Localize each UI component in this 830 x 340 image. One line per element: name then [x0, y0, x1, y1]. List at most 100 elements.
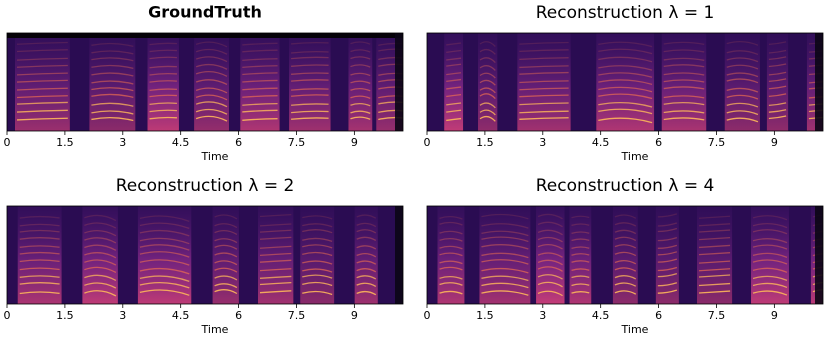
x-tick-label: 1.5 — [476, 136, 494, 149]
spectrogram-texture — [537, 281, 563, 288]
spectrogram — [427, 206, 823, 304]
spectrogram-texture — [481, 213, 529, 220]
spectrogram-texture — [768, 71, 787, 76]
spectrogram-texture — [289, 33, 331, 131]
spectrogram-texture — [808, 109, 823, 113]
spectrogram-texture — [214, 244, 238, 250]
spectrogram-texture — [195, 56, 228, 63]
spectrogram-texture — [698, 268, 731, 272]
spectrogram-texture — [84, 229, 117, 237]
spectrogram-texture — [657, 227, 678, 233]
spectrogram-texture — [663, 117, 705, 121]
spectrogram-texture — [291, 56, 329, 60]
spectrogram-texture — [752, 275, 788, 281]
spectrogram-texture — [479, 93, 496, 100]
spectrogram-texture — [84, 266, 117, 274]
spectrogram-texture — [195, 79, 228, 86]
spectrogram-texture — [291, 79, 329, 82]
spectrogram-texture — [519, 87, 569, 91]
spectrogram-texture — [19, 251, 60, 255]
spectrogram-texture — [752, 229, 788, 235]
spectrogram — [427, 33, 823, 131]
spectrogram-texture — [598, 117, 653, 124]
spectrogram-texture — [19, 275, 60, 278]
spectrogram-texture — [663, 79, 705, 83]
spectrogram-texture — [19, 237, 60, 240]
spectrogram-texture — [571, 253, 590, 256]
spectrogram-texture — [519, 117, 569, 120]
spectrogram-texture — [768, 93, 787, 98]
spectrogram-texture — [479, 87, 496, 94]
spectrogram-texture — [139, 289, 190, 296]
spectrogram-texture — [571, 215, 590, 219]
spectrogram-texture — [16, 109, 68, 113]
spectrogram-texture — [571, 238, 590, 242]
spectrogram-texture — [479, 109, 496, 116]
spectrogram-texture — [657, 222, 678, 227]
spectrogram-texture — [726, 102, 759, 108]
spectrogram-texture — [657, 272, 678, 278]
spectrogram-texture — [139, 251, 190, 258]
spectrogram-texture — [446, 102, 462, 106]
spectrogram-texture — [479, 65, 496, 71]
spectrogram-texture — [16, 41, 68, 45]
spectrogram-texture — [768, 85, 787, 90]
spectrogram-texture — [726, 110, 759, 116]
spectrogram-texture — [149, 65, 177, 69]
spectrogram-texture — [446, 72, 462, 76]
spectrogram-texture — [479, 57, 496, 64]
spectrogram-texture — [356, 214, 377, 219]
spectrogram-texture — [348, 33, 373, 131]
spectrogram-texture — [446, 49, 462, 54]
spectrogram-texture — [768, 78, 787, 83]
spectrogram-texture — [214, 267, 238, 273]
spectrogram-texture — [302, 290, 333, 296]
spectrogram-texture — [356, 245, 377, 250]
spectrogram-texture — [661, 33, 707, 131]
spectrogram-texture — [768, 49, 787, 54]
spectrogram-texture — [350, 110, 371, 115]
spectrogram-texture — [614, 267, 637, 272]
spectrogram-texture — [84, 222, 117, 229]
spectrogram-texture — [479, 102, 496, 109]
spectrogram-texture — [614, 214, 637, 219]
spectrogram-texture — [598, 48, 653, 55]
spectrogram-texture — [614, 229, 637, 235]
spectrogram-texture — [350, 102, 371, 107]
spectrogram-texture — [139, 222, 190, 230]
spectrogram-texture — [242, 102, 278, 106]
spectrogram-texture — [149, 80, 177, 83]
spectrogram-texture — [242, 87, 278, 91]
spectrogram-texture — [395, 206, 403, 304]
x-tick-label: 7.5 — [708, 136, 726, 149]
spectrogram-texture — [481, 236, 529, 243]
spectrogram-texture — [598, 86, 653, 93]
spectrogram-texture — [768, 109, 787, 113]
spectrogram-texture — [598, 93, 653, 100]
spectrogram-texture — [698, 290, 731, 294]
spectrogram-texture — [598, 65, 653, 71]
spectrogram-texture — [16, 57, 68, 61]
x-tick-label: 1.5 — [476, 309, 494, 322]
spectrogram-texture — [214, 289, 238, 295]
spectrogram-texture — [91, 80, 134, 85]
spectrogram-texture — [614, 282, 637, 287]
spectrogram-texture — [439, 260, 463, 265]
spectrogram-texture — [768, 63, 787, 68]
spectrogram-texture — [19, 223, 60, 227]
spectrogram-texture — [16, 64, 68, 68]
spectrogram-texture — [91, 93, 134, 98]
x-tick-label: 1.5 — [56, 309, 74, 322]
spectrogram-texture — [519, 110, 569, 114]
spectrogram-texture — [214, 214, 238, 220]
spectrogram-texture — [571, 268, 590, 272]
spectrogram-texture — [139, 237, 190, 245]
spectrogram-texture — [614, 251, 637, 257]
spectrogram-texture — [259, 275, 292, 279]
spectrogram-texture — [815, 33, 823, 131]
spectrogram-texture — [808, 81, 823, 84]
spectrogram-texture — [302, 223, 333, 228]
spectrogram-texture — [291, 110, 329, 114]
spectrogram-texture — [481, 252, 529, 259]
